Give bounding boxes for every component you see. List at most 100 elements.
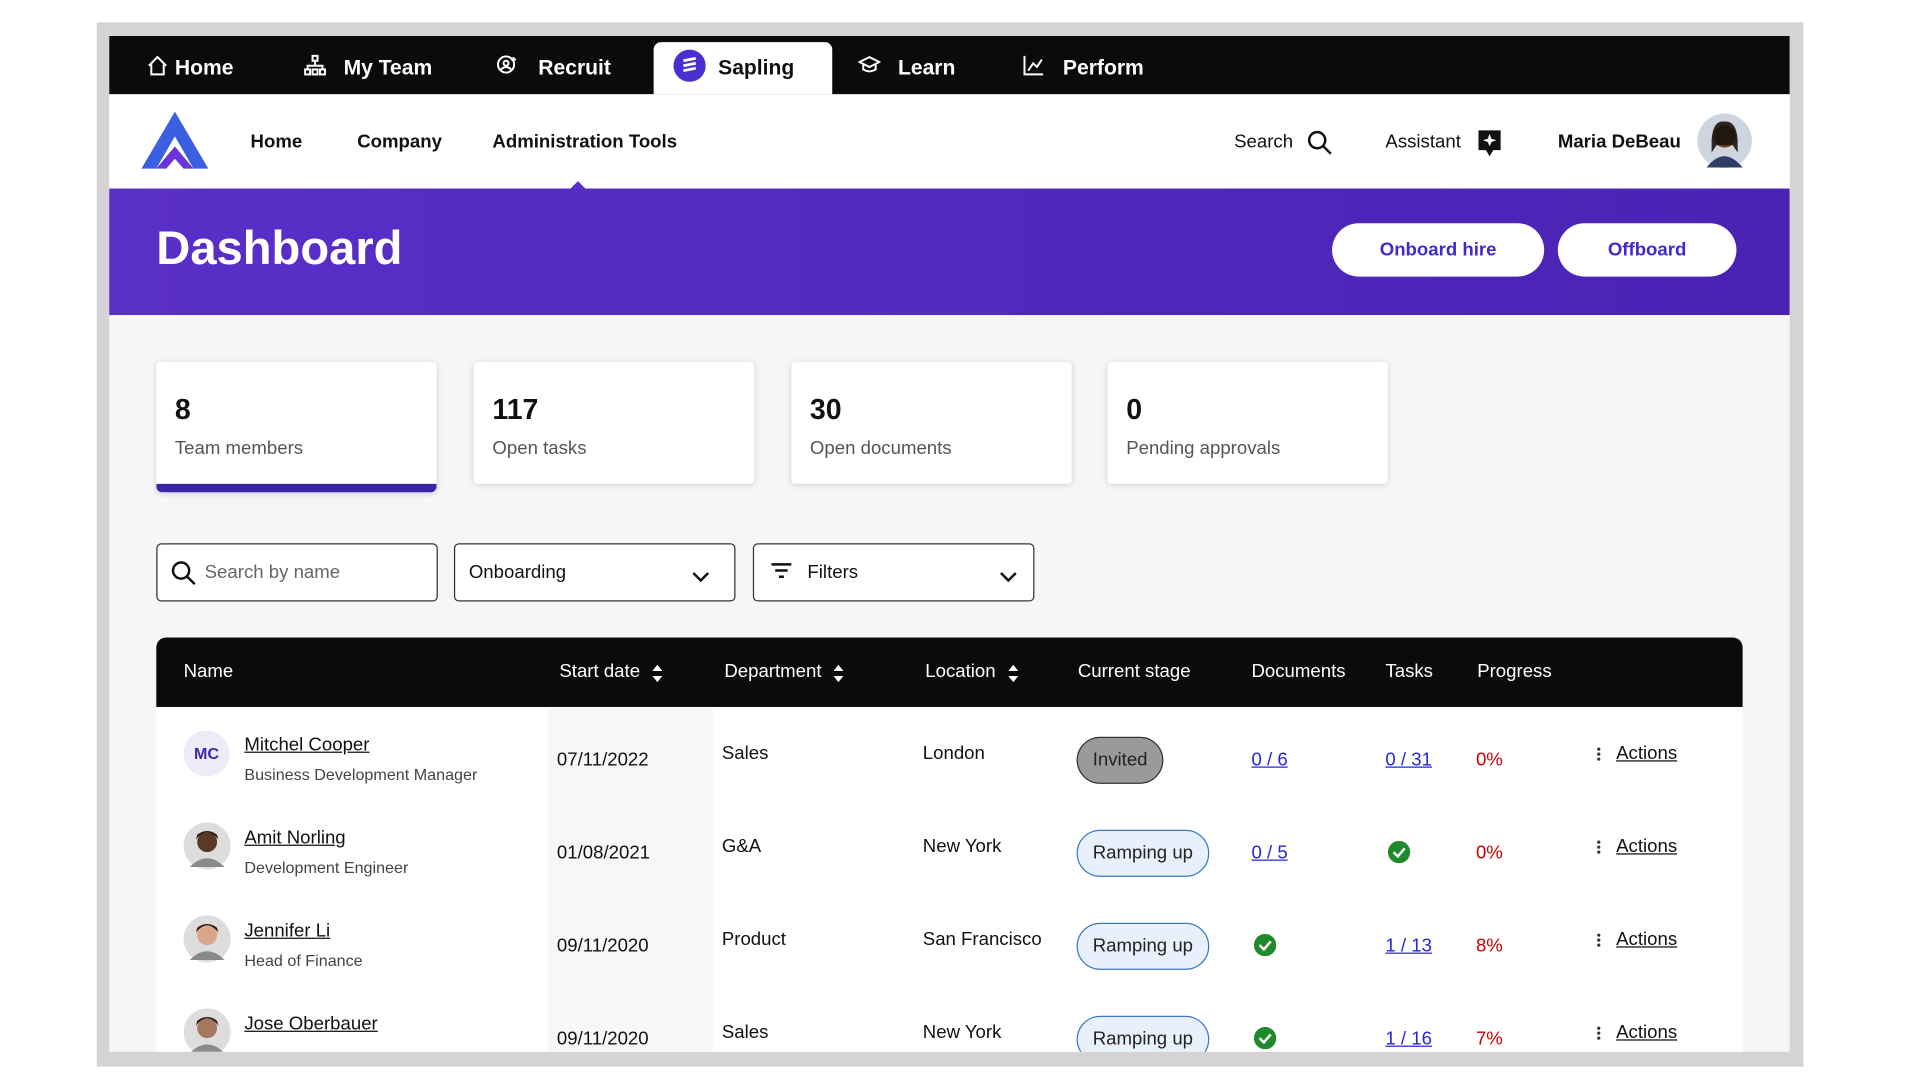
tab-icon bbox=[146, 55, 168, 84]
tab-icon bbox=[857, 55, 882, 84]
stage-pill: Ramping up bbox=[1076, 922, 1210, 970]
employee-name[interactable]: Jennifer Li bbox=[244, 920, 331, 942]
actions-link[interactable]: Actions bbox=[1616, 835, 1678, 858]
start-date: 09/11/2020 bbox=[556, 1028, 649, 1050]
tab-label[interactable]: Learn bbox=[897, 55, 956, 80]
kebab-icon[interactable] bbox=[1596, 745, 1601, 767]
date-column-band bbox=[548, 986, 714, 1052]
tab-icon bbox=[1022, 55, 1044, 84]
tab-label[interactable]: Home bbox=[174, 55, 234, 80]
complete-check bbox=[1387, 840, 1411, 870]
actions-link[interactable]: Actions bbox=[1616, 742, 1678, 765]
header-button[interactable]: Offboard bbox=[1557, 223, 1737, 277]
chevron-graphic bbox=[692, 572, 710, 583]
department: Sales bbox=[721, 742, 769, 765]
table-row: Jennifer Li Head of Finance 09/11/2020 Prod… bbox=[156, 893, 1743, 988]
progress: 7% bbox=[1475, 1028, 1503, 1050]
filter-icon-graphic bbox=[771, 563, 792, 578]
user-avatar[interactable] bbox=[1697, 113, 1753, 169]
tab-label[interactable]: Recruit bbox=[538, 55, 611, 80]
tab-icon-graphic bbox=[148, 55, 167, 76]
page-title: Dashboard bbox=[156, 223, 403, 276]
search-placeholder: Search by name bbox=[204, 561, 341, 583]
tasks-link[interactable]: 1 / 16 bbox=[1385, 1028, 1432, 1050]
stat-value: 30 bbox=[809, 393, 842, 426]
date-column-band bbox=[548, 799, 714, 894]
column-header[interactable]: Department bbox=[724, 661, 822, 683]
stat-card: 30 Open documents bbox=[791, 362, 1072, 484]
page-header: Dashboard Onboard hire Offboard bbox=[109, 188, 1790, 316]
stat-card[interactable]: 8 Team members bbox=[156, 362, 437, 493]
employee-role: Business Development Manager bbox=[244, 765, 478, 784]
avatar-photo-graphic bbox=[183, 915, 231, 963]
column-header[interactable]: Location bbox=[925, 661, 996, 683]
column-header: Name bbox=[183, 661, 234, 683]
sort-icon-graphic bbox=[652, 664, 663, 683]
location: New York bbox=[922, 1022, 1002, 1044]
column-header: Progress bbox=[1477, 661, 1552, 683]
documents-link[interactable]: 0 / 5 bbox=[1251, 842, 1288, 864]
kebab-icon-graphic bbox=[1597, 747, 1601, 761]
stage-pill: Ramping up bbox=[1076, 829, 1210, 877]
sort-icon-graphic bbox=[833, 664, 844, 683]
employee-name[interactable]: Jose Oberbauer bbox=[244, 1013, 378, 1035]
documents-link[interactable]: 0 / 6 bbox=[1251, 749, 1288, 771]
department: Product bbox=[721, 928, 786, 951]
complete-check-graphic bbox=[1253, 933, 1277, 957]
employee-name[interactable]: Amit Norling bbox=[244, 827, 346, 849]
tab-label[interactable]: Perform bbox=[1062, 55, 1144, 80]
employee-role: Head of Finance bbox=[244, 951, 363, 970]
date-column-band bbox=[548, 706, 714, 800]
assistant-icon[interactable] bbox=[1478, 130, 1501, 157]
chevron-graphic bbox=[1000, 572, 1017, 583]
app: Home My Team Recruit Sapling Learn Perform Ho… bbox=[109, 35, 1790, 1052]
filters-select[interactable]: Filters bbox=[752, 543, 1035, 602]
filters-label: Filters bbox=[807, 561, 859, 583]
stat-label: Pending approvals bbox=[1126, 437, 1281, 459]
nav-link[interactable]: Administration Tools bbox=[492, 131, 678, 153]
avatar-photo bbox=[183, 1008, 231, 1052]
location: London bbox=[922, 742, 985, 765]
kebab-icon-graphic bbox=[1597, 933, 1601, 947]
stage-pill: Invited bbox=[1076, 736, 1164, 784]
stat-value: 0 bbox=[1126, 393, 1143, 426]
date-column-band bbox=[548, 893, 714, 987]
tasks-link[interactable]: 1 / 13 bbox=[1385, 935, 1432, 957]
column-header: Documents bbox=[1251, 661, 1346, 683]
column-header[interactable]: Start date bbox=[559, 661, 641, 683]
search-input[interactable]: Search by name bbox=[156, 543, 438, 602]
start-date: 07/11/2022 bbox=[556, 749, 649, 771]
avatar-initials: MC bbox=[183, 730, 230, 777]
progress: 0% bbox=[1475, 842, 1503, 864]
assistant-label[interactable]: Assistant bbox=[1385, 131, 1461, 153]
nav-link[interactable]: Company bbox=[357, 131, 442, 153]
avatar-photo bbox=[183, 915, 231, 968]
active-caret bbox=[570, 181, 586, 189]
kebab-icon[interactable] bbox=[1596, 1024, 1601, 1046]
department: Sales bbox=[721, 1022, 769, 1044]
table-header: Name Start date Department Location Current … bbox=[156, 637, 1743, 707]
stage-pill: Ramping up bbox=[1076, 1015, 1210, 1052]
kebab-icon[interactable] bbox=[1596, 838, 1601, 860]
stage-select[interactable]: Onboarding bbox=[453, 543, 736, 602]
employee-name[interactable]: Mitchel Cooper bbox=[244, 734, 370, 756]
user-name[interactable]: Maria DeBeau bbox=[1557, 131, 1681, 153]
nav-link[interactable]: Home bbox=[250, 131, 303, 153]
search-label[interactable]: Search bbox=[1234, 131, 1294, 153]
tasks-link[interactable]: 0 / 31 bbox=[1385, 749, 1432, 771]
complete-check-graphic bbox=[1253, 1026, 1277, 1050]
tab-label[interactable]: Sapling bbox=[718, 55, 795, 80]
sort-icon-graphic bbox=[1008, 664, 1019, 683]
nav-bar: Home Company Administration Tools Search Ass… bbox=[109, 94, 1790, 189]
kebab-icon[interactable] bbox=[1596, 931, 1601, 953]
header-button[interactable]: Onboard hire bbox=[1332, 223, 1545, 277]
complete-check-graphic bbox=[1387, 840, 1411, 864]
tab-icon-graphic bbox=[857, 55, 882, 73]
complete-check bbox=[1253, 933, 1277, 963]
column-header: Current stage bbox=[1077, 661, 1191, 683]
search-icon[interactable] bbox=[1307, 130, 1332, 155]
actions-link[interactable]: Actions bbox=[1616, 928, 1678, 951]
actions-link[interactable]: Actions bbox=[1616, 1022, 1678, 1044]
tab-label[interactable]: My Team bbox=[343, 55, 433, 80]
stat-card: 0 Pending approvals bbox=[1107, 362, 1388, 484]
